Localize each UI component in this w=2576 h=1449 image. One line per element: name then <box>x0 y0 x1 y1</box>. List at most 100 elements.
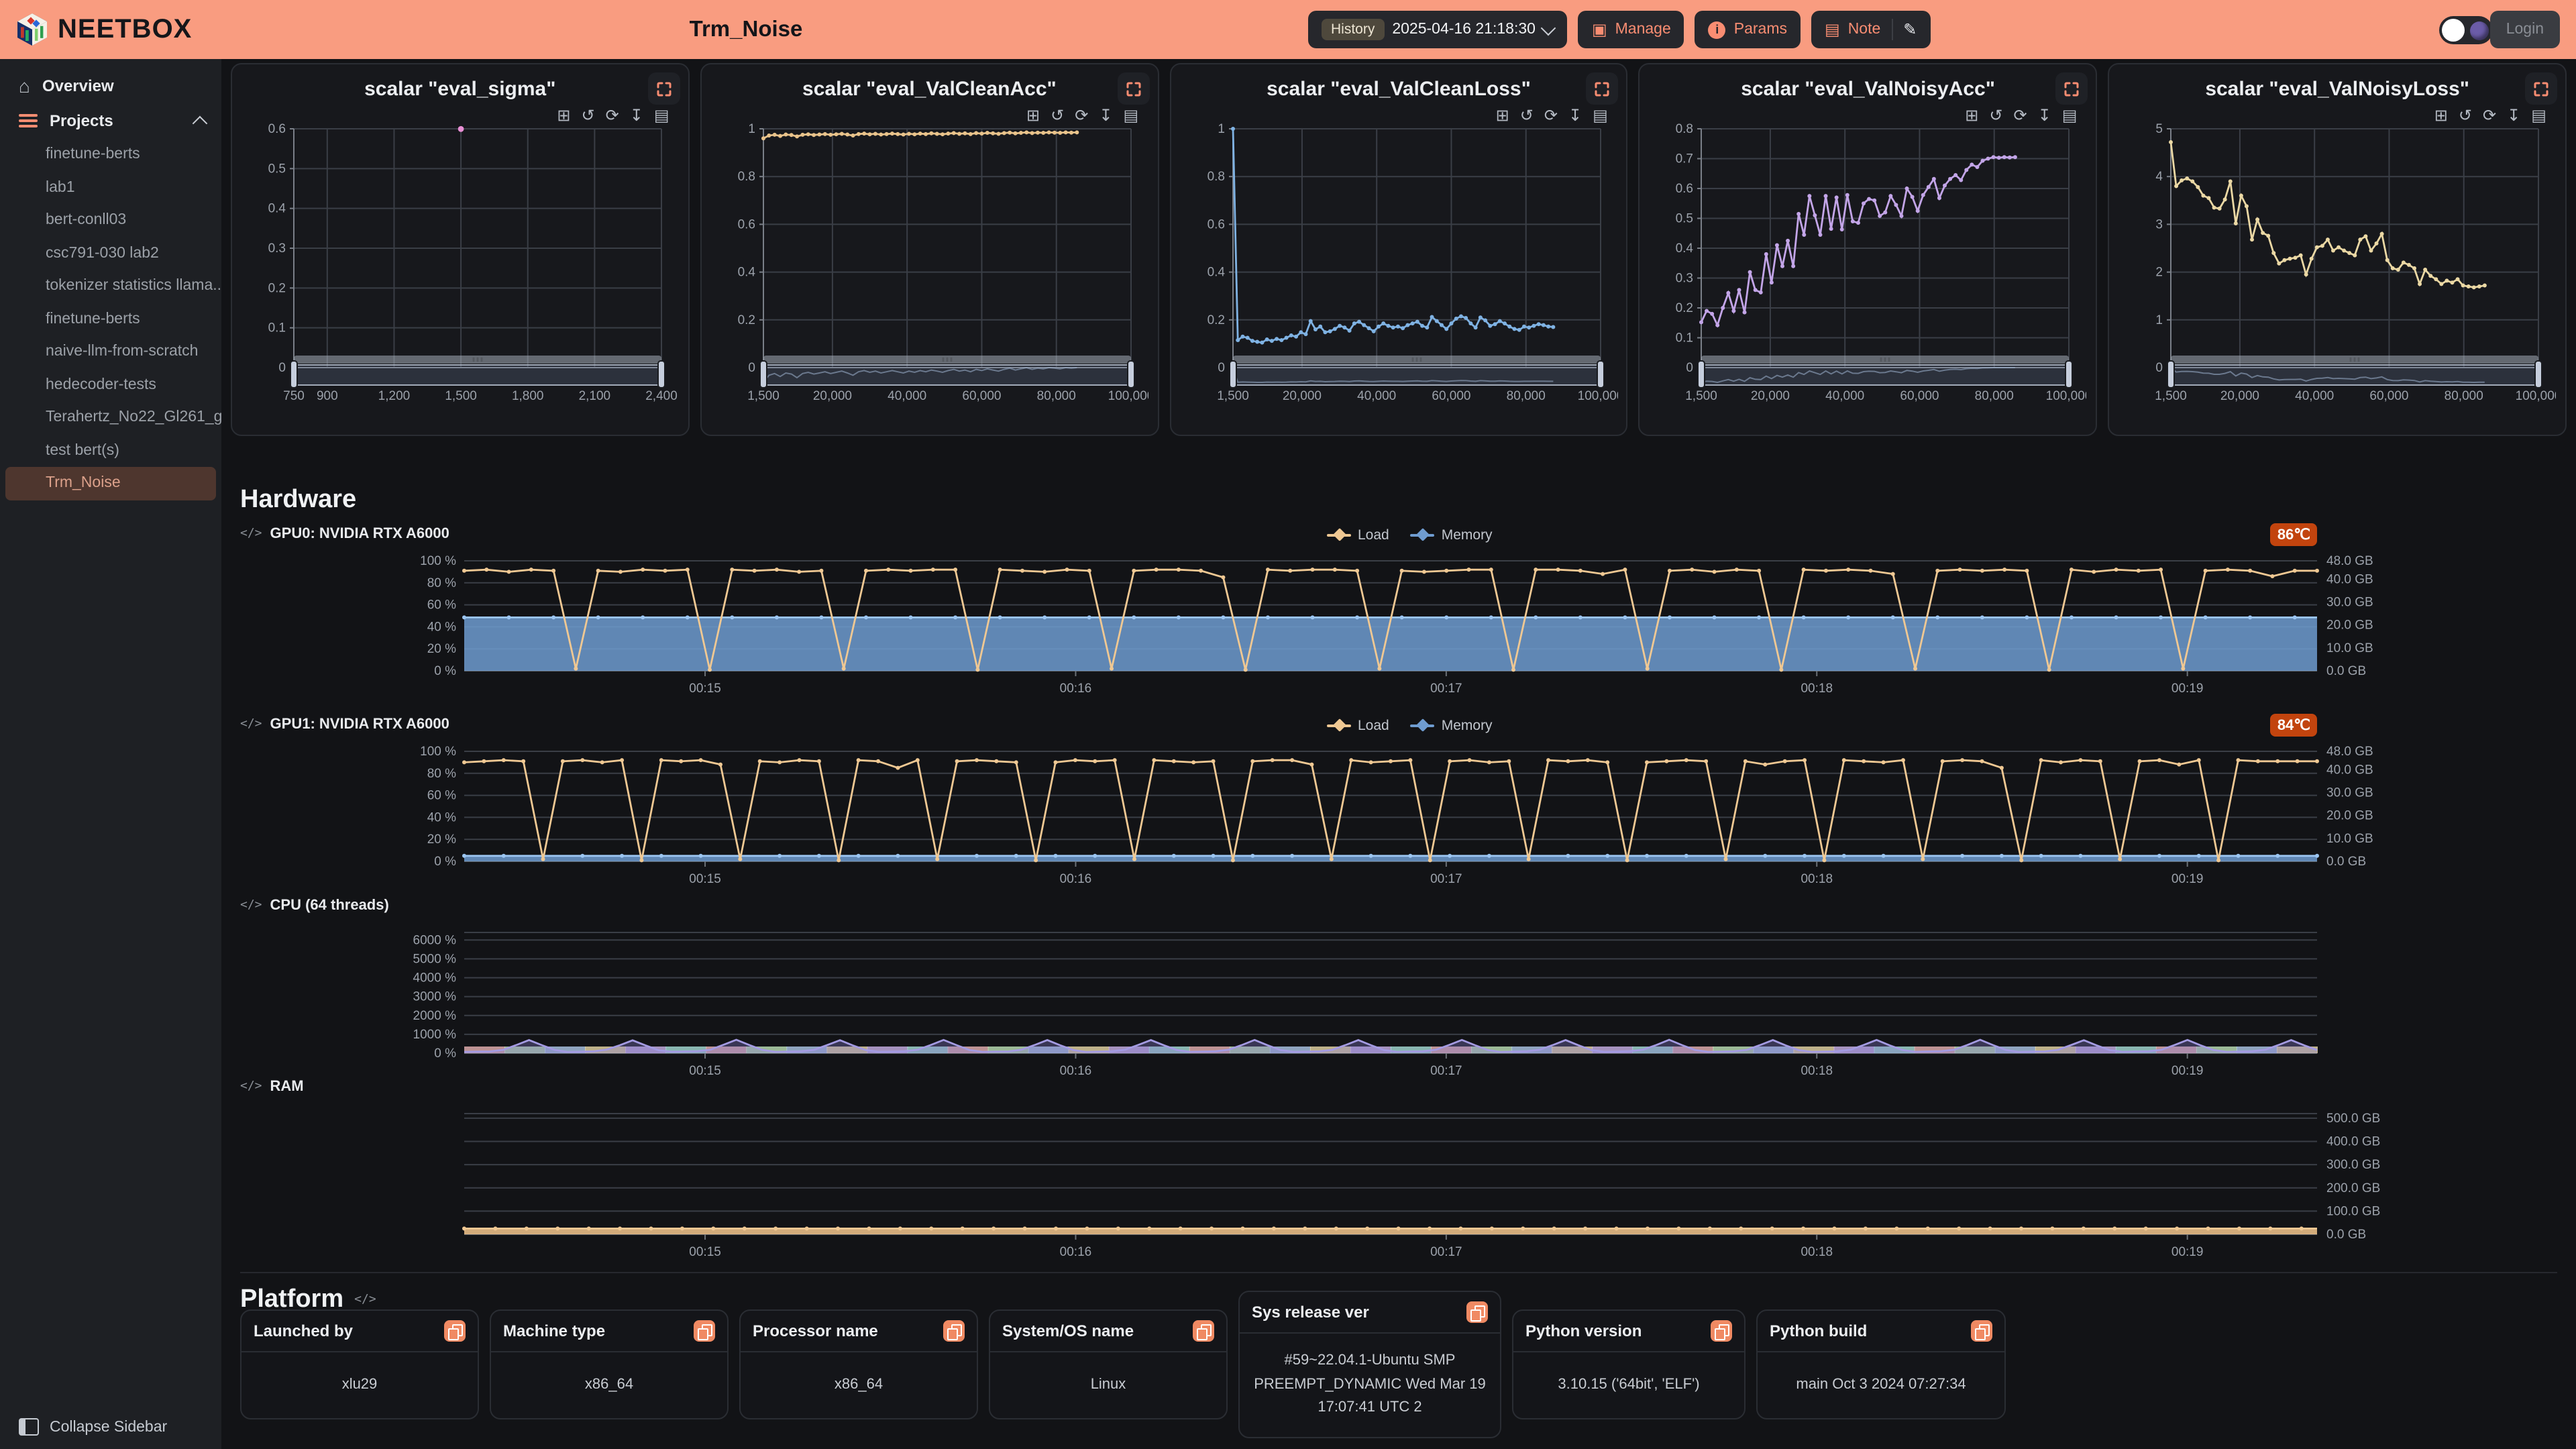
svg-text:0.4: 0.4 <box>1676 241 1694 256</box>
toolbox-restore-icon[interactable]: ↺ <box>2458 106 2473 125</box>
svg-text:60,000: 60,000 <box>2370 389 2409 403</box>
copy-icon[interactable] <box>1711 1320 1732 1342</box>
history-select[interactable]: History 2025-04-16 21:18:30 <box>1308 11 1568 48</box>
fullscreen-button[interactable] <box>1117 72 1150 105</box>
gpu1-usage-chart[interactable]: 0 % 20 % 40 % 60 % 80 % 100 % 0.0 GB 10.0 GB 20.… <box>240 743 2557 894</box>
legend-memory[interactable]: Memory <box>1410 527 1493 543</box>
toolbox-refresh-icon[interactable]: ⟳ <box>605 106 619 125</box>
svg-text:20,000: 20,000 <box>2220 389 2259 403</box>
toolbox-restore-icon[interactable]: ↺ <box>1519 106 1534 125</box>
sidebar-item-project[interactable]: csc791-030 lab2 <box>46 245 159 262</box>
svg-text:3000 %: 3000 % <box>413 990 457 1004</box>
toolbox-restore-icon[interactable]: ↺ <box>1989 106 2003 125</box>
toolbox-refresh-icon[interactable]: ⟳ <box>2013 106 2027 125</box>
sidebar-item-project[interactable]: finetune-berts <box>46 146 140 163</box>
sidebar-item-project[interactable]: bert-conll03 <box>46 212 127 229</box>
copy-icon[interactable] <box>694 1320 715 1342</box>
toolbox-zoom-icon[interactable]: ⊞ <box>2434 106 2448 125</box>
toolbox-dataview-icon[interactable]: ▤ <box>653 106 669 125</box>
projects-icon <box>19 114 38 127</box>
svg-text:5: 5 <box>2156 122 2163 136</box>
fullscreen-button[interactable] <box>647 72 680 105</box>
fullscreen-button[interactable] <box>2055 72 2088 105</box>
params-button[interactable]: i Params <box>1695 11 1801 48</box>
copy-icon[interactable] <box>1193 1320 1214 1342</box>
platform-card: Python version 3.10.15 ('64bit', 'ELF') <box>1512 1309 1746 1419</box>
scalar-chart-plot[interactable]: 0 0.2 0.4 0.6 0.8 1 1,500 20,000 40,000 60,000 80,… <box>1181 110 1617 429</box>
svg-text:00:15: 00:15 <box>689 1245 721 1259</box>
legend-load[interactable]: Load <box>1327 527 1389 543</box>
toolbox-download-icon[interactable]: ↧ <box>1568 106 1582 125</box>
toolbox-zoom-icon[interactable]: ⊞ <box>1495 106 1509 125</box>
sidebar-item-overview[interactable]: ⌂ Overview <box>0 68 221 103</box>
fullscreen-button[interactable] <box>2524 72 2557 105</box>
login-button[interactable]: Login <box>2489 11 2560 48</box>
svg-text:100.0 GB: 100.0 GB <box>2326 1204 2380 1218</box>
toolbox-download-icon[interactable]: ↧ <box>2507 106 2521 125</box>
chart-title: scalar "eval_ValNoisyAcc" <box>1741 78 1995 101</box>
overview-label: Overview <box>42 76 114 95</box>
sidebar-item-project[interactable]: lab1 <box>46 179 75 196</box>
scalar-chart-plot[interactable]: 0 0.1 0.2 0.3 0.4 0.5 0.6 0.7 0.8 1,500 20,000 40,0… <box>1651 110 2087 429</box>
brand[interactable]: NEETBOX <box>16 0 192 59</box>
svg-text:1: 1 <box>1218 122 1225 136</box>
toolbox-dataview-icon[interactable]: ▤ <box>2061 106 2078 125</box>
note-button[interactable]: ▤ Note ✎ <box>1811 11 1931 48</box>
legend-memory[interactable]: Memory <box>1410 718 1493 734</box>
scalar-chart-plot[interactable]: 0 0.2 0.4 0.6 0.8 1 1,500 20,000 40,000 60,000 80,… <box>712 110 1148 429</box>
toolbox-dataview-icon[interactable]: ▤ <box>1123 106 1139 125</box>
svg-text:0: 0 <box>278 361 286 375</box>
copy-icon[interactable] <box>444 1320 466 1342</box>
toolbox-download-icon[interactable]: ↧ <box>629 106 643 125</box>
svg-text:20.0 GB: 20.0 GB <box>2326 809 2373 823</box>
toolbox-zoom-icon[interactable]: ⊞ <box>1026 106 1040 125</box>
chart-title: scalar "eval_sigma" <box>364 78 556 101</box>
toolbox-dataview-icon[interactable]: ▤ <box>1593 106 1608 125</box>
toolbox-zoom-icon[interactable]: ⊞ <box>1965 106 1979 125</box>
sidebar-item-project[interactable]: Trm_Noise <box>5 467 216 500</box>
svg-text:00:17: 00:17 <box>1430 1064 1462 1078</box>
sidebar-item-project[interactable]: tokenizer statistics llama... <box>46 278 221 294</box>
manage-button[interactable]: ▣ Manage <box>1578 11 1684 48</box>
toolbox-dataview-icon[interactable]: ▤ <box>2531 106 2546 125</box>
cpu-usage-chart[interactable]: 0 % 1000 % 2000 % 3000 % 4000 % 5000 % 6000 % 0… <box>240 924 2557 1091</box>
gpu0-usage-chart[interactable]: 0 % 20 % 40 % 60 % 80 % 100 % 0.0 GB 10.0 GB 20.… <box>240 553 2557 703</box>
legend-load[interactable]: Load <box>1327 718 1389 734</box>
svg-text:0.1: 0.1 <box>1676 331 1693 345</box>
toolbox-restore-icon[interactable]: ↺ <box>581 106 595 125</box>
scalar-chart-plot[interactable]: 0 0.1 0.2 0.3 0.4 0.5 0.6 750 900 1,200 1,500 1,800… <box>243 110 679 429</box>
sidebar-item-projects[interactable]: Projects <box>0 103 221 138</box>
copy-icon[interactable] <box>1466 1301 1488 1323</box>
svg-text:0 %: 0 % <box>434 1046 456 1061</box>
collapse-sidebar-button[interactable]: Collapse Sidebar <box>19 1418 167 1436</box>
scalar-chart-plot[interactable]: 0 1 2 3 4 5 1,500 20,000 40,000 60,000 80,000 100,0… <box>2120 110 2557 429</box>
cpu-monitor: </> CPU (64 threads) 0 % 1000 % 2000 % 3000… <box>221 898 2576 1093</box>
ram-usage-chart[interactable]: 0.0 GB 100.0 GB 200.0 GB 300.0 GB 400.0 GB 50… <box>240 1106 2557 1272</box>
sidebar-item-project[interactable]: hedecoder-tests <box>46 376 156 393</box>
platform-card: System/OS name Linux <box>989 1309 1228 1419</box>
pencil-icon[interactable]: ✎ <box>1903 20 1917 39</box>
copy-icon[interactable] <box>1971 1320 1992 1342</box>
svg-text:80,000: 80,000 <box>1975 389 2014 403</box>
sidebar-item-project[interactable]: naive-llm-from-scratch <box>46 343 199 360</box>
toolbox-refresh-icon[interactable]: ⟳ <box>1544 106 1558 125</box>
svg-text:0: 0 <box>2156 361 2163 375</box>
toolbox-download-icon[interactable]: ↧ <box>2037 106 2051 125</box>
theme-toggle[interactable] <box>2439 16 2493 44</box>
svg-text:1: 1 <box>748 122 755 136</box>
chart-title: scalar "eval_ValNoisyLoss" <box>2205 78 2470 101</box>
gpu0-temperature-badge: 86℃ <box>2270 523 2317 546</box>
svg-text:1: 1 <box>2156 313 2163 327</box>
sidebar-item-project[interactable]: finetune-berts <box>46 311 140 327</box>
toolbox-restore-icon[interactable]: ↺ <box>1051 106 1065 125</box>
toolbox-refresh-icon[interactable]: ⟳ <box>1075 106 1089 125</box>
fullscreen-button[interactable] <box>1586 72 1619 105</box>
toolbox-refresh-icon[interactable]: ⟳ <box>2483 106 2497 125</box>
sidebar-item-project[interactable]: Terahertz_No22_Gl261_gl... <box>46 409 221 426</box>
copy-icon[interactable] <box>943 1320 965 1342</box>
toolbox-download-icon[interactable]: ↧ <box>1099 106 1113 125</box>
brand-name: NEETBOX <box>58 14 193 44</box>
sidebar-item-project[interactable]: test bert(s) <box>46 442 119 459</box>
toolbox-zoom-icon[interactable]: ⊞ <box>557 106 571 125</box>
svg-text:0: 0 <box>1686 361 1694 375</box>
